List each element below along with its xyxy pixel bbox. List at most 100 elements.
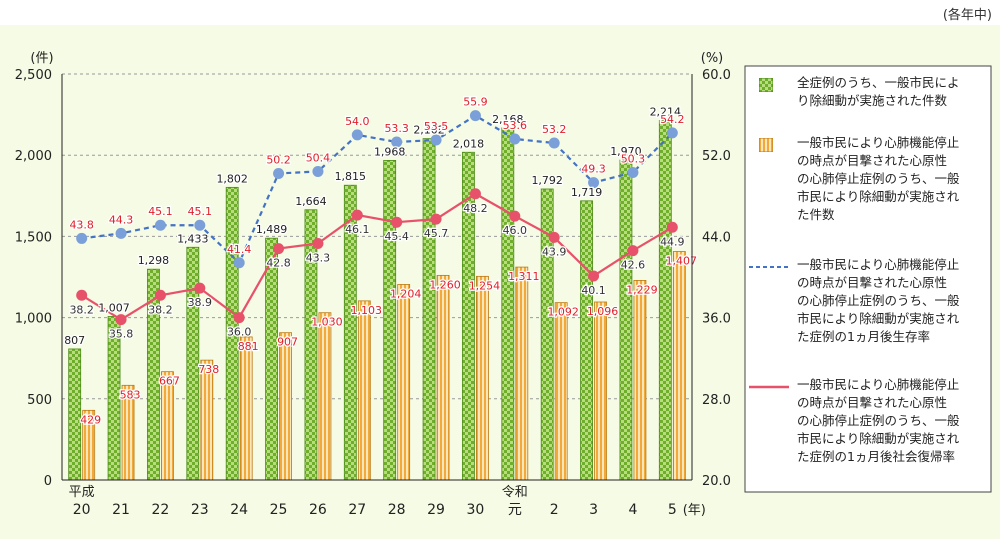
social-return-rate-point	[115, 314, 127, 326]
category-label: 2	[550, 502, 559, 518]
survival-rate-point	[194, 219, 206, 231]
bar-witnessed-cases	[554, 302, 568, 481]
survival-rate-label: 55.9	[463, 96, 488, 109]
legend-swatch-blue-dashed	[749, 266, 789, 268]
category-label: 24	[230, 502, 248, 518]
bar-witnessed-cases	[476, 275, 489, 481]
social-return-rate-point	[509, 210, 521, 222]
survival-rate-line	[81, 114, 674, 265]
category-era-label: 令和	[502, 485, 528, 500]
bar-all-cases-label: 2,168	[492, 113, 524, 126]
social-return-rate-point	[351, 209, 363, 221]
social-return-rate-label: 38.9	[188, 296, 213, 309]
survival-rate-point	[666, 127, 678, 139]
social-return-rate-point	[273, 243, 285, 255]
bar-witnessed-cases-label: 1,260	[429, 278, 461, 291]
survival-rate-label: 45.1	[188, 205, 213, 218]
legend-text-line: の心肺停止症例のうち、一般	[797, 293, 960, 308]
social-return-rate-label: 36.0	[227, 326, 252, 339]
category-label: 元	[508, 502, 522, 518]
bar-witnessed-cases	[594, 301, 607, 481]
survival-rate-point	[233, 257, 245, 269]
bar-witnessed-cases-label: 1,229	[626, 283, 658, 296]
bar-all-cases-label: 1,719	[571, 186, 603, 199]
bar-all-cases-label: 1,815	[335, 170, 367, 183]
bar-witnessed-cases-label: 1,204	[390, 287, 422, 300]
bar-witnessed-cases-label: 1,103	[351, 304, 383, 317]
legend-text-line: り除細動が実施された件数	[797, 93, 948, 108]
social-return-rate-point	[391, 216, 403, 228]
legend-text-line: 一般市民により心肺機能停止	[797, 135, 960, 150]
social-return-rate-label: 38.2	[69, 303, 94, 316]
category-label: 23	[191, 502, 209, 518]
bar-witnessed-cases-label: 1,407	[666, 255, 698, 268]
survival-rate-label: 49.3	[581, 163, 606, 176]
category-era-label: 平成	[69, 485, 95, 500]
bar-witnessed-cases-label: 1,254	[469, 279, 501, 292]
left-tick-label: 2,500	[15, 68, 52, 83]
left-tick-label: 1,000	[15, 312, 52, 327]
survival-rate-point	[391, 136, 403, 148]
category-label: 20	[73, 502, 91, 518]
category-label: 30	[467, 502, 485, 518]
bar-all-cases-label: 1,968	[374, 145, 406, 158]
bar-all-cases	[501, 127, 515, 481]
legend-swatch-green	[759, 78, 773, 92]
bar-all-cases-label: 1,802	[216, 172, 248, 185]
bar-all-cases-label: 2,102	[413, 124, 445, 137]
social-return-rate-point	[194, 282, 206, 294]
legend-text-line: の時点が目撃された心原性	[797, 275, 948, 290]
social-return-rate-label: 45.7	[424, 227, 449, 240]
social-return-rate-label: 44.9	[660, 235, 685, 248]
bar-all-cases	[265, 237, 278, 481]
survival-rate-point	[627, 166, 639, 178]
bar-all-cases-label: 1,007	[98, 301, 130, 314]
social-return-rate-label: 35.8	[109, 328, 134, 341]
bar-witnessed-cases	[436, 274, 450, 481]
legend-text-line: の時点が目撃された心原性	[797, 153, 948, 168]
bar-witnessed-cases	[279, 332, 292, 481]
social-return-rate-point	[233, 312, 245, 324]
category-label: 25	[270, 502, 288, 518]
social-return-rate-label: 45.4	[384, 230, 409, 243]
legend-swatch-pink-line	[749, 385, 789, 389]
bar-witnessed-cases	[515, 266, 529, 481]
survival-rate-label: 53.5	[424, 120, 449, 133]
social-return-rate-label: 40.1	[581, 284, 606, 297]
bar-witnessed-cases	[161, 371, 174, 481]
bar-witnessed-cases	[239, 336, 253, 481]
bar-witnessed-cases	[672, 251, 686, 481]
right-tick-label: 20.0	[702, 474, 731, 489]
social-return-rate-label: 42.8	[266, 257, 291, 270]
bar-all-cases-label: 2,214	[650, 105, 682, 118]
social-return-rate-line	[81, 192, 673, 321]
bar-all-cases-label: 1,489	[256, 223, 288, 236]
right-tick-label: 52.0	[702, 149, 731, 164]
survival-rate-point	[509, 133, 521, 145]
survival-rate-label: 50.3	[621, 152, 646, 165]
axis-layer: 0 20.0 500 28.0 1,000 36.0 1,500 44.0 2,000 52.0 2…	[15, 51, 992, 518]
bar-all-cases	[580, 200, 593, 481]
survival-rate-label: 50.4	[306, 151, 331, 164]
bar-all-cases-label: 807	[64, 334, 85, 347]
survival-rate-point	[548, 137, 560, 149]
legend-frame	[744, 65, 992, 493]
bar-all-cases	[383, 159, 397, 481]
category-label: 29	[427, 502, 445, 518]
bar-all-cases	[68, 348, 82, 481]
social-return-rate-point	[666, 221, 678, 233]
survival-rate-label: 54.2	[660, 113, 685, 126]
legend-text-bars-witnessed: 一般市民により心肺機能停止 の時点が目撃された心原性 の心肺停止症例のうち、一般 市民…	[797, 134, 989, 224]
bar-witnessed-cases-label: 907	[277, 336, 298, 349]
legend-text-line: 市民により除細動が実施され	[797, 189, 960, 204]
right-tick-label: 44.0	[702, 230, 731, 245]
social-return-rate-label: 38.2	[148, 303, 173, 316]
left-tick-label: 500	[27, 393, 52, 408]
social-return-rate-point	[154, 289, 166, 301]
bar-witnessed-cases	[200, 359, 214, 481]
survival-rate-point	[351, 129, 363, 141]
bar-witnessed-cases	[318, 312, 332, 481]
category-label: 5	[668, 502, 677, 518]
social-return-rate-point	[469, 188, 481, 200]
